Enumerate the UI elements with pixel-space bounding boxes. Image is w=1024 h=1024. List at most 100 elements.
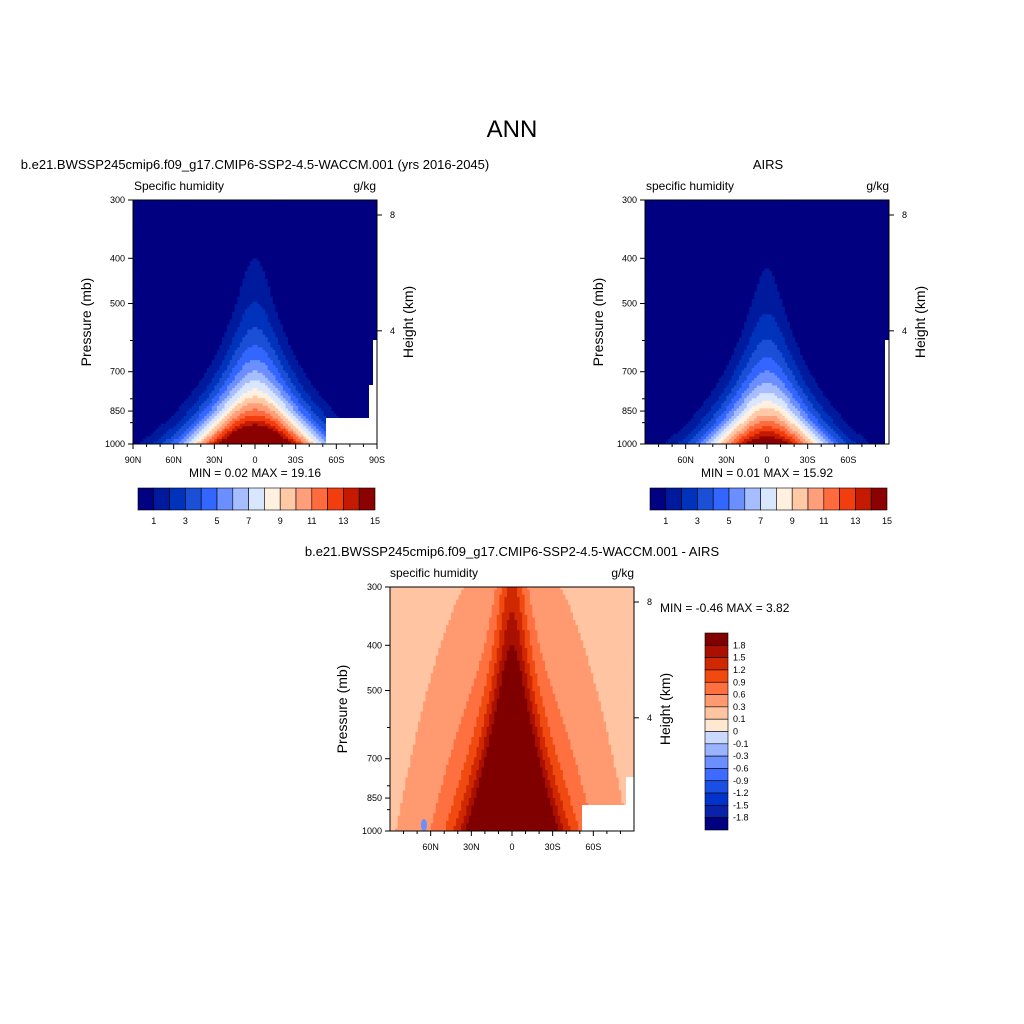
- field-cell: [331, 200, 335, 203]
- field-cell: [155, 222, 159, 226]
- field-cell: [272, 286, 276, 290]
- field-cell: [148, 215, 152, 219]
- field-cell: [160, 207, 164, 211]
- field-cell: [166, 248, 169, 252]
- field-cell: [359, 235, 363, 239]
- field-cell: [229, 329, 233, 333]
- field-cell: [351, 245, 355, 249]
- field-cell: [366, 243, 370, 247]
- field-cell: [221, 291, 225, 295]
- field-cell: [239, 319, 243, 323]
- field-cell: [285, 311, 289, 315]
- field-cell: [316, 258, 319, 262]
- field-cell: [356, 294, 360, 297]
- field-cell: [300, 306, 304, 310]
- field-cell: [219, 250, 223, 254]
- field-cell: [153, 301, 157, 305]
- field-cell: [361, 309, 365, 313]
- field-cell: [133, 205, 136, 209]
- field-cell: [234, 294, 238, 297]
- field-cell: [282, 273, 286, 277]
- field-cell: [275, 225, 279, 229]
- field-cell: [163, 227, 167, 231]
- field-cell: [333, 273, 337, 277]
- field-cell: [333, 266, 337, 270]
- field-cell: [374, 301, 377, 305]
- field-cell: [211, 212, 215, 216]
- field-cell: [267, 212, 271, 216]
- field-cell: [252, 248, 256, 252]
- field-cell: [361, 222, 365, 226]
- field-cell: [232, 294, 236, 297]
- field-cell: [290, 309, 294, 313]
- field-cell: [181, 296, 185, 300]
- field-cell: [354, 319, 358, 323]
- field-cell: [135, 258, 139, 262]
- field-cell: [155, 250, 159, 254]
- field-cell: [275, 233, 279, 236]
- field-cell: [211, 230, 215, 234]
- field-cell: [331, 217, 335, 221]
- field-cell: [206, 301, 210, 305]
- field-cell: [249, 273, 253, 277]
- field-cell: [209, 306, 213, 310]
- field-cell: [196, 322, 200, 325]
- field-cell: [288, 306, 291, 310]
- field-cell: [221, 327, 225, 331]
- field-cell: [366, 266, 370, 270]
- field-cell: [143, 263, 147, 267]
- field-cell: [204, 230, 208, 234]
- field-cell: [229, 319, 233, 323]
- field-cell: [288, 240, 291, 244]
- field-cell: [295, 311, 299, 315]
- field-cell: [338, 207, 342, 211]
- field-cell: [173, 273, 177, 277]
- field-cell: [374, 222, 377, 226]
- field-cell: [354, 263, 358, 267]
- field-cell: [290, 314, 294, 318]
- field-cell: [201, 283, 205, 287]
- field-cell: [221, 322, 225, 325]
- field-cell: [313, 212, 317, 216]
- field-cell: [138, 263, 142, 267]
- field-cell: [333, 220, 337, 224]
- field-cell: [196, 311, 200, 315]
- field-cell: [166, 286, 169, 290]
- field-cell: [374, 235, 377, 239]
- field-cell: [351, 263, 355, 267]
- field-cell: [336, 299, 340, 303]
- field-cell: [257, 263, 261, 267]
- field-cell: [298, 205, 302, 209]
- field-cell: [247, 240, 251, 244]
- field-cell: [209, 263, 213, 267]
- field-cell: [257, 327, 261, 331]
- field-cell: [242, 316, 246, 320]
- field-cell: [232, 304, 236, 308]
- field-cell: [234, 271, 238, 275]
- field-cell: [288, 258, 291, 262]
- field-cell: [364, 202, 368, 206]
- field-cell: [260, 227, 264, 231]
- field-cell: [351, 210, 355, 214]
- field-cell: [361, 281, 365, 285]
- field-cell: [214, 329, 218, 333]
- field-cell: [181, 212, 185, 216]
- field-cell: [209, 311, 213, 315]
- field-cell: [234, 253, 238, 257]
- field-cell: [249, 322, 253, 325]
- field-cell: [229, 309, 233, 313]
- field-cell: [321, 291, 325, 295]
- field-cell: [244, 253, 248, 257]
- field-cell: [160, 255, 164, 259]
- field-cell: [277, 327, 281, 331]
- field-cell: [262, 296, 266, 300]
- field-cell: [288, 271, 291, 275]
- field-cell: [366, 253, 370, 257]
- field-cell: [277, 233, 281, 236]
- field-cell: [247, 324, 251, 328]
- field-cell: [262, 316, 266, 320]
- field-cell: [359, 283, 363, 287]
- field-cell: [247, 250, 251, 254]
- field-cell: [143, 243, 147, 247]
- field-cell: [216, 273, 220, 277]
